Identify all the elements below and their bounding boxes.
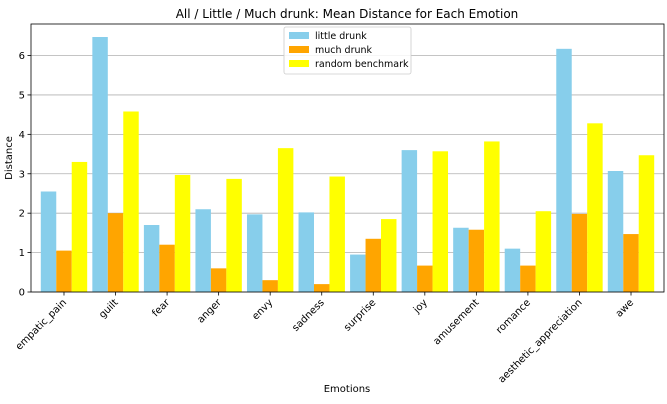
y-tick-label: 5	[19, 90, 25, 101]
bar	[210, 268, 227, 292]
bar	[262, 280, 278, 292]
y-tick-label: 6	[19, 51, 25, 62]
bar	[484, 141, 500, 292]
bar	[195, 209, 211, 292]
x-tick-label: anger	[195, 297, 224, 326]
y-tick-label: 1	[19, 248, 25, 259]
legend-label: much drunk	[315, 45, 373, 56]
bar	[417, 265, 433, 292]
bar	[571, 213, 588, 292]
x-tick-label: guilt	[97, 297, 121, 321]
bar	[298, 212, 314, 292]
chart-title: All / Little / Much drunk: Mean Distance…	[176, 7, 519, 21]
x-tick-label: surprise	[342, 297, 378, 333]
bar	[556, 48, 572, 293]
x-tick-label: amusement	[431, 297, 481, 347]
plot-frame	[30, 23, 665, 293]
y-axis: 0 1 2 3 4 5 6	[19, 51, 31, 299]
x-tick-label: aesthetic_appreciation	[497, 297, 585, 385]
bar	[313, 284, 330, 292]
bar	[174, 174, 191, 292]
y-tick-label: 2	[19, 209, 25, 220]
bar	[381, 219, 397, 292]
bar	[277, 148, 294, 292]
bar	[468, 229, 485, 292]
y-tick-label: 4	[19, 130, 25, 141]
x-axis: empatic_pain guilt fear anger envy sadness sur…	[14, 292, 636, 385]
x-tick-label: fear	[150, 297, 172, 319]
bar	[329, 176, 345, 292]
bar	[401, 150, 418, 292]
bar	[92, 37, 108, 292]
bar	[535, 211, 552, 292]
x-tick-label: romance	[494, 297, 533, 336]
x-tick-label: awe	[614, 297, 636, 319]
legend-swatch	[289, 46, 309, 53]
x-tick-label: joy	[411, 297, 430, 316]
bar	[520, 265, 536, 292]
x-tick-label: envy	[250, 297, 275, 322]
bar	[56, 250, 72, 292]
bar	[365, 238, 382, 292]
bar	[607, 171, 624, 292]
bar	[40, 191, 57, 292]
bar	[143, 225, 160, 292]
bar	[71, 161, 88, 292]
bar	[638, 155, 655, 292]
y-tick-label: 3	[19, 169, 25, 180]
bars	[40, 37, 655, 293]
legend-swatch	[289, 32, 309, 39]
legend: little drunk much drunk random benchmark	[283, 26, 412, 75]
bar	[107, 213, 124, 292]
x-tick-label: empatic_pain	[14, 297, 69, 352]
x-axis-label: Emotions	[324, 384, 371, 395]
legend-label: little drunk	[315, 31, 367, 42]
bar	[226, 178, 242, 292]
legend-swatch	[289, 60, 309, 67]
bar	[432, 151, 449, 292]
bar	[453, 227, 469, 292]
legend-box	[283, 26, 412, 75]
bar	[504, 248, 521, 292]
bar	[623, 234, 639, 292]
x-tick-label: sadness	[290, 297, 326, 333]
bar	[246, 214, 263, 292]
legend-label: random benchmark	[315, 59, 409, 70]
bar	[587, 123, 603, 292]
bar	[159, 244, 175, 292]
bar	[350, 254, 366, 292]
y-tick-label: 0	[19, 288, 25, 299]
bar	[123, 111, 139, 293]
y-axis-label: Distance	[4, 136, 15, 180]
